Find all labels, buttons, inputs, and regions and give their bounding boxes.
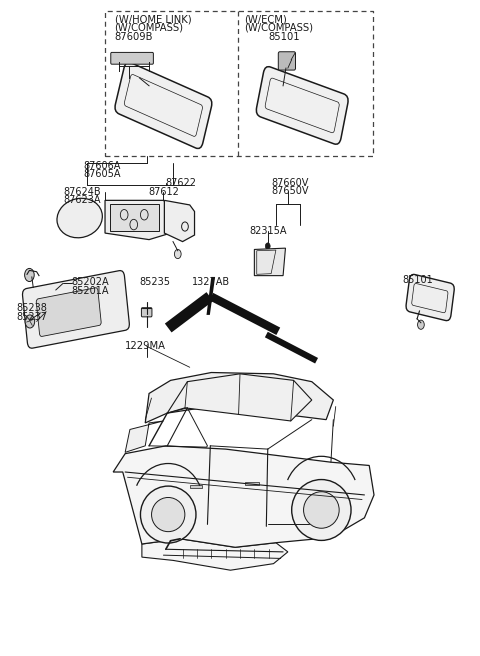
Circle shape bbox=[24, 268, 34, 281]
FancyBboxPatch shape bbox=[23, 270, 129, 348]
Polygon shape bbox=[254, 248, 286, 276]
Polygon shape bbox=[206, 277, 215, 315]
FancyBboxPatch shape bbox=[111, 52, 154, 64]
Circle shape bbox=[25, 315, 35, 328]
Text: (W/ECM): (W/ECM) bbox=[244, 14, 287, 24]
Text: (W/HOME LINK): (W/HOME LINK) bbox=[115, 14, 191, 24]
Circle shape bbox=[418, 320, 424, 329]
Text: (W/COMPASS): (W/COMPASS) bbox=[115, 22, 184, 33]
Ellipse shape bbox=[303, 492, 339, 528]
Text: 85101: 85101 bbox=[403, 276, 433, 285]
Polygon shape bbox=[167, 374, 312, 421]
Text: 1327AB: 1327AB bbox=[192, 277, 230, 287]
FancyBboxPatch shape bbox=[115, 62, 212, 148]
Polygon shape bbox=[145, 373, 333, 423]
Text: 87660V: 87660V bbox=[271, 178, 309, 188]
Text: 87609B: 87609B bbox=[115, 32, 153, 43]
Ellipse shape bbox=[57, 198, 102, 237]
FancyBboxPatch shape bbox=[278, 52, 296, 70]
Polygon shape bbox=[142, 539, 288, 570]
Text: 87622: 87622 bbox=[166, 178, 197, 188]
Circle shape bbox=[265, 243, 270, 249]
Polygon shape bbox=[125, 421, 163, 453]
Text: 85238: 85238 bbox=[16, 303, 47, 314]
FancyBboxPatch shape bbox=[406, 274, 454, 321]
Text: 85235: 85235 bbox=[140, 277, 170, 287]
Ellipse shape bbox=[141, 486, 196, 543]
Circle shape bbox=[174, 249, 181, 258]
Text: 87650V: 87650V bbox=[271, 186, 309, 195]
Polygon shape bbox=[105, 200, 170, 239]
Polygon shape bbox=[245, 482, 259, 485]
Text: 82315A: 82315A bbox=[250, 226, 287, 236]
FancyBboxPatch shape bbox=[256, 67, 348, 144]
Text: 85201A: 85201A bbox=[72, 285, 109, 296]
Text: 85202A: 85202A bbox=[72, 277, 109, 287]
Ellipse shape bbox=[292, 480, 351, 541]
FancyBboxPatch shape bbox=[36, 288, 101, 337]
Polygon shape bbox=[113, 446, 374, 547]
Text: 87623A: 87623A bbox=[63, 195, 100, 205]
Text: 85237: 85237 bbox=[16, 312, 47, 322]
Polygon shape bbox=[110, 203, 158, 231]
Text: 1229MA: 1229MA bbox=[125, 341, 166, 352]
Text: (W/COMPASS): (W/COMPASS) bbox=[244, 22, 313, 33]
Text: 87606A: 87606A bbox=[83, 161, 120, 171]
Text: 87624B: 87624B bbox=[63, 188, 100, 197]
Text: 87612: 87612 bbox=[148, 188, 179, 197]
Text: 85101: 85101 bbox=[269, 32, 300, 43]
Ellipse shape bbox=[152, 497, 185, 531]
Polygon shape bbox=[190, 485, 202, 488]
FancyBboxPatch shape bbox=[142, 308, 152, 317]
Text: 87605A: 87605A bbox=[83, 169, 120, 178]
Polygon shape bbox=[164, 200, 194, 241]
